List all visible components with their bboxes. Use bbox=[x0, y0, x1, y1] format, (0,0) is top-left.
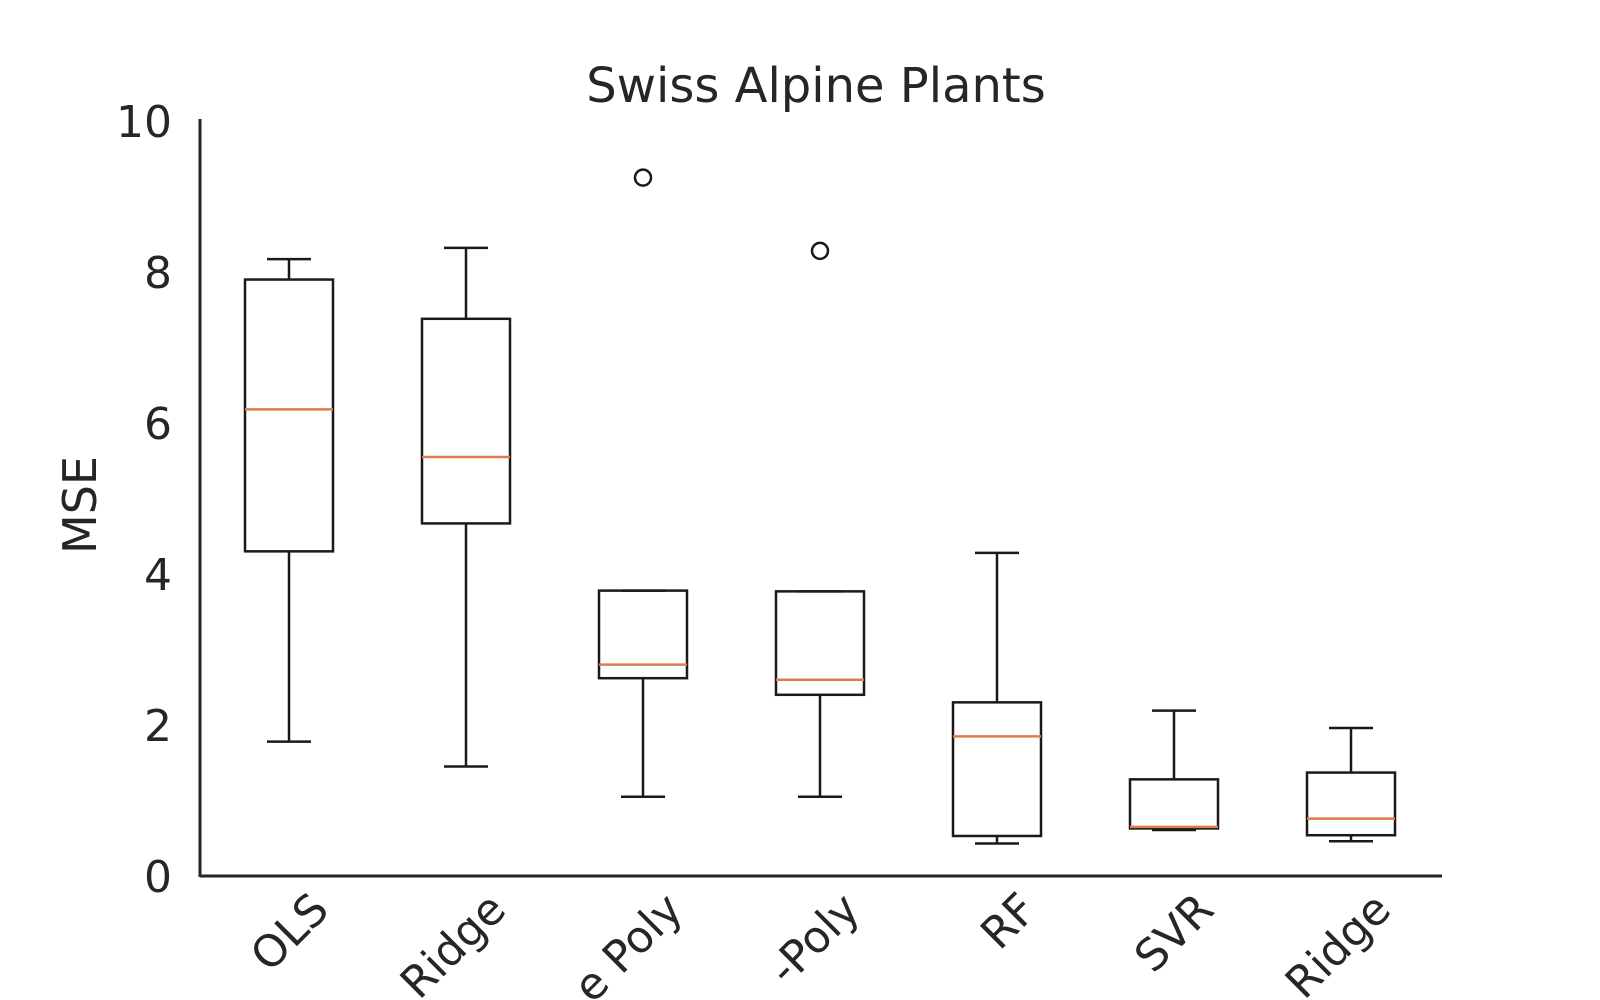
box-group bbox=[420, 246, 512, 768]
box-series bbox=[243, 168, 1397, 845]
y-tick-label: 10 bbox=[116, 97, 172, 148]
y-tick-label: 4 bbox=[144, 550, 172, 601]
y-tick-label: 6 bbox=[144, 399, 172, 450]
iqr-box bbox=[243, 278, 335, 553]
x-tick-label: Ridge bbox=[391, 884, 516, 1000]
box-group bbox=[1305, 726, 1397, 843]
box-group bbox=[951, 551, 1043, 845]
outlier-point bbox=[633, 168, 653, 187]
y-tick-label: 8 bbox=[144, 248, 172, 299]
x-tick-labels: OLS Ridge e Poly -Poly RF SVR Ridge bbox=[241, 884, 1401, 1000]
x-tick-label: SVR bbox=[1125, 884, 1224, 983]
x-tick-label: OLS bbox=[241, 884, 339, 982]
y-axis-label: MSE bbox=[53, 456, 107, 554]
x-tick-label: RF bbox=[971, 884, 1047, 960]
iqr-box bbox=[951, 701, 1043, 838]
outlier-point bbox=[810, 241, 830, 261]
iqr-box bbox=[597, 589, 689, 680]
x-tick-label: Ridge bbox=[1276, 884, 1401, 1000]
box-group bbox=[597, 168, 689, 798]
iqr-box bbox=[774, 590, 866, 697]
iqr-box bbox=[1128, 778, 1220, 830]
box-group bbox=[774, 241, 866, 798]
iqr-box bbox=[1305, 771, 1397, 837]
box-group bbox=[243, 257, 335, 743]
chart-title: Swiss Alpine Plants bbox=[586, 58, 1045, 114]
x-tick-label: e Poly bbox=[564, 884, 693, 1000]
y-tick-label: 2 bbox=[144, 701, 172, 752]
iqr-box bbox=[420, 317, 512, 525]
y-tick-label: 0 bbox=[144, 852, 172, 903]
box-group bbox=[1128, 709, 1220, 832]
x-tick-label: -Poly bbox=[759, 884, 870, 995]
y-tick-labels: 0 2 4 6 8 10 bbox=[116, 97, 172, 903]
